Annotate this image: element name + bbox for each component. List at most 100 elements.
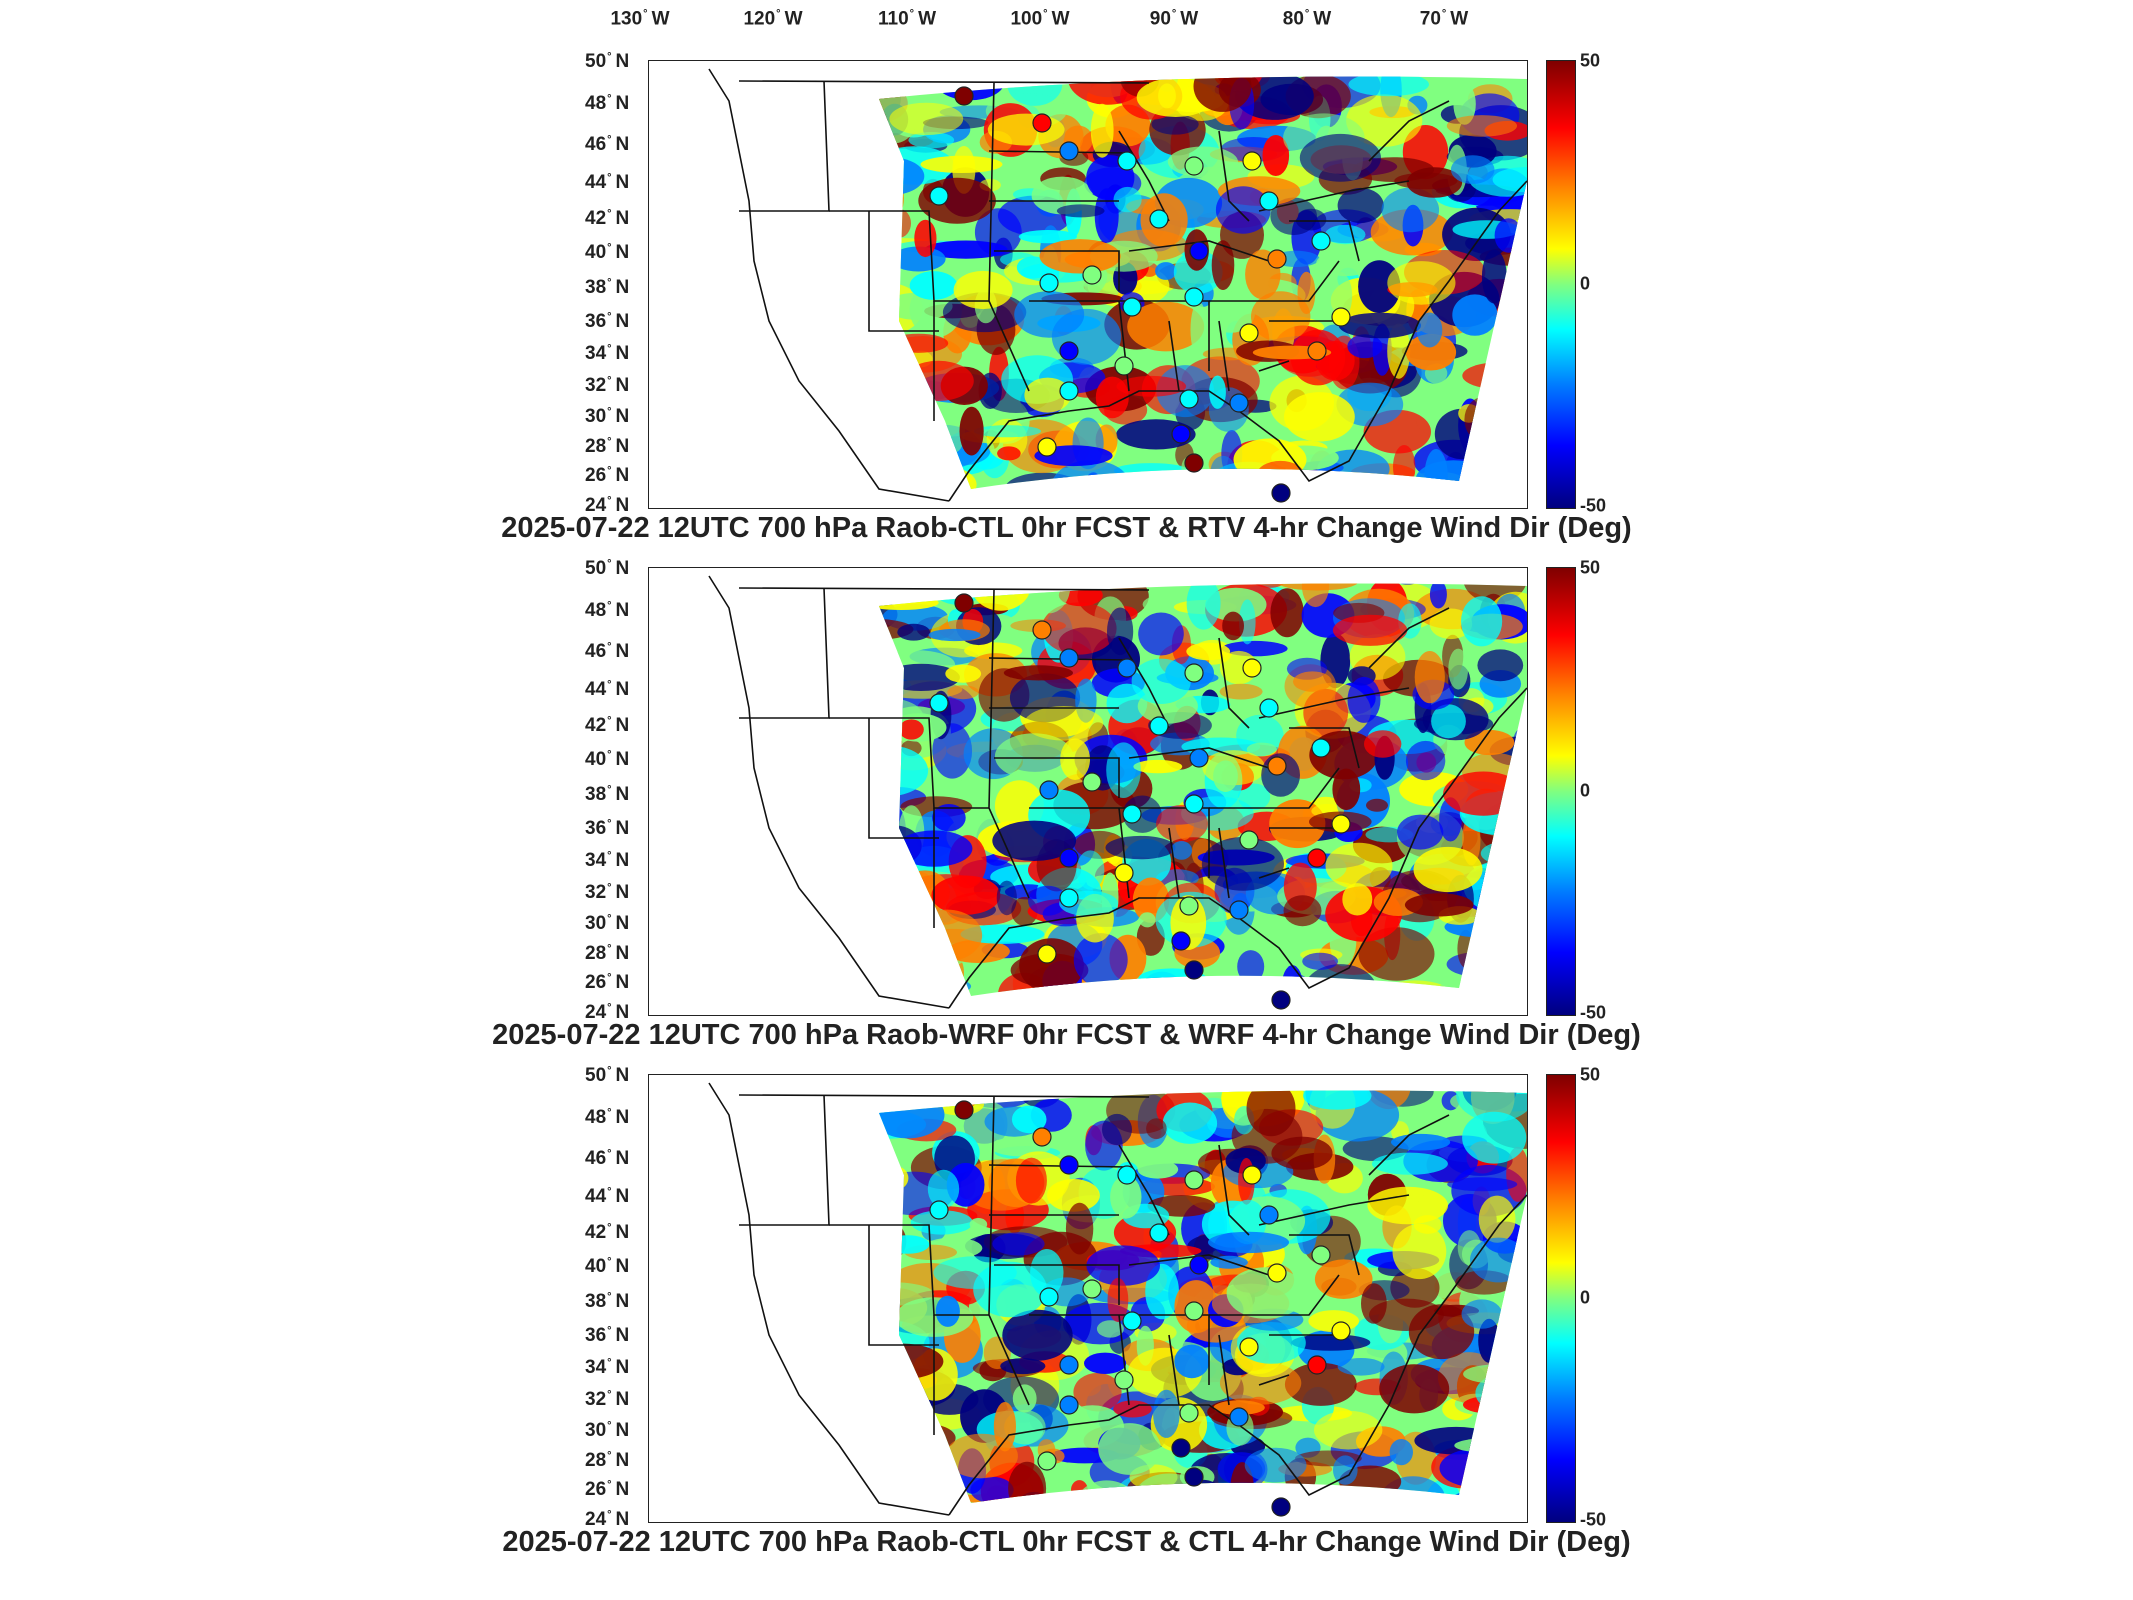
- field-patch: [1090, 103, 1114, 158]
- boundary-line: [1368, 1114, 1450, 1176]
- colorbar-min-label: -50: [1580, 1509, 1607, 1530]
- raob-station-marker: [1117, 1165, 1137, 1185]
- field-patch: [1464, 1490, 1490, 1503]
- latitude-label: 26° N: [585, 1478, 630, 1501]
- raob-station-marker: [1267, 756, 1287, 776]
- boundary-line: [1128, 1254, 1270, 1276]
- field-patch: [1371, 1152, 1448, 1175]
- field-patch: [1019, 938, 1084, 993]
- latitude-label: 36° N: [585, 817, 630, 840]
- field-patch: [1303, 1090, 1372, 1110]
- boundary-line: [994, 250, 1120, 291]
- field-patch: [1379, 1364, 1450, 1414]
- field-patch: [1337, 187, 1384, 224]
- field-patch: [1285, 974, 1313, 996]
- field-patch: [1233, 438, 1307, 481]
- field-patch: [1173, 250, 1223, 294]
- boundary-line: [1368, 100, 1450, 162]
- field-patch: [1393, 445, 1416, 489]
- boundary-line: [1168, 1334, 1180, 1406]
- raob-station-marker: [1184, 287, 1204, 307]
- field-patch: [1381, 187, 1440, 233]
- longitude-label: 90° W: [1149, 8, 1199, 30]
- field-patch: [1333, 1455, 1358, 1485]
- field-patch: [1478, 1195, 1516, 1243]
- field-patch: [1024, 377, 1071, 413]
- state-boundaries: [708, 575, 1527, 1009]
- field-patch: [1450, 1491, 1490, 1503]
- field-patch: [879, 745, 929, 797]
- field-patch: [1463, 583, 1527, 604]
- field-patch: [1413, 989, 1431, 996]
- field-patch: [881, 178, 904, 218]
- field-patch: [1456, 1090, 1527, 1122]
- field-patch: [879, 157, 925, 195]
- field-patch: [1137, 1160, 1179, 1179]
- latitude-label: 36° N: [585, 1324, 630, 1347]
- field-patch: [882, 1424, 935, 1463]
- field-patch: [969, 1218, 988, 1231]
- field-patch: [1461, 1299, 1503, 1329]
- raob-station-marker: [1242, 1165, 1262, 1185]
- boundary-line: [988, 1096, 1030, 1406]
- colorbar-mid-label: 0: [1580, 273, 1591, 294]
- panel-title: 2025-07-22 12UTC 700 hPa Raob-CTL 0hr FC…: [502, 1526, 1631, 1558]
- latitude-label: 40° N: [585, 241, 630, 264]
- field-patch: [928, 628, 981, 642]
- field-patch: [1496, 1447, 1527, 1490]
- field-patch: [1073, 1372, 1122, 1412]
- raob-stations: [929, 1100, 1351, 1517]
- field-patch: [1146, 1118, 1167, 1139]
- field-patch: [1073, 933, 1128, 987]
- field-patch: [1028, 885, 1068, 916]
- latitude-label: 44° N: [585, 678, 630, 701]
- map-panel-ctl: 50° N 48° N 46° N 44° N 42° N 40° N 38° N 36° N 34° N 32° N…: [0, 1057, 2133, 1577]
- field-patch: [1270, 588, 1304, 638]
- raob-station-marker: [954, 1100, 974, 1120]
- boundary-line: [1118, 637, 1170, 729]
- field-patch: [1014, 1491, 1054, 1503]
- raob-station-marker: [1117, 658, 1137, 678]
- field-patch: [879, 979, 932, 992]
- raob-station-marker: [1082, 1279, 1102, 1299]
- field-patch: [1337, 1358, 1385, 1376]
- field-patch: [1213, 760, 1238, 792]
- raob-station-marker: [1171, 931, 1191, 951]
- field-patch: [1139, 912, 1156, 928]
- boundary-line: [948, 1194, 1527, 1516]
- latitude-label: 46° N: [585, 640, 630, 663]
- raob-station-marker: [1082, 772, 1102, 792]
- field-patch: [1251, 291, 1311, 342]
- boundary-line: [1218, 637, 1250, 729]
- field-patch: [1182, 987, 1207, 996]
- field-patch: [1138, 612, 1184, 656]
- field-patch: [1439, 1448, 1512, 1488]
- field-patch: [879, 1362, 892, 1380]
- field-patch: [1131, 658, 1191, 704]
- boundary-line: [1118, 130, 1170, 222]
- raob-station-marker: [1059, 1355, 1079, 1375]
- field-patch: [1473, 1417, 1492, 1458]
- colorfill-field: [879, 76, 1527, 489]
- field-patch: [879, 865, 900, 914]
- boundary-line: [1368, 607, 1450, 669]
- latitude-label: 46° N: [585, 133, 630, 156]
- boundary-line: [994, 1264, 1120, 1305]
- latitude-label: 50° N: [585, 1064, 630, 1087]
- field-patch: [888, 333, 949, 353]
- field-patch: [1424, 449, 1448, 489]
- raob-station-marker: [1122, 297, 1142, 317]
- field-patch: [1030, 487, 1054, 489]
- boundary-line: [1168, 320, 1180, 392]
- boundary-line: [1289, 1234, 1360, 1276]
- field-patch: [1407, 477, 1439, 489]
- field-patch: [888, 407, 926, 450]
- boundary-line: [1218, 1144, 1250, 1236]
- field-patch: [1302, 952, 1338, 970]
- colorbar-max-label: 50: [1580, 557, 1601, 578]
- raob-station-marker: [1267, 1263, 1287, 1283]
- raob-station-marker: [1259, 191, 1279, 211]
- field-patch: [1358, 260, 1401, 313]
- field-patch: [973, 425, 1041, 438]
- raob-station-marker: [1184, 156, 1204, 176]
